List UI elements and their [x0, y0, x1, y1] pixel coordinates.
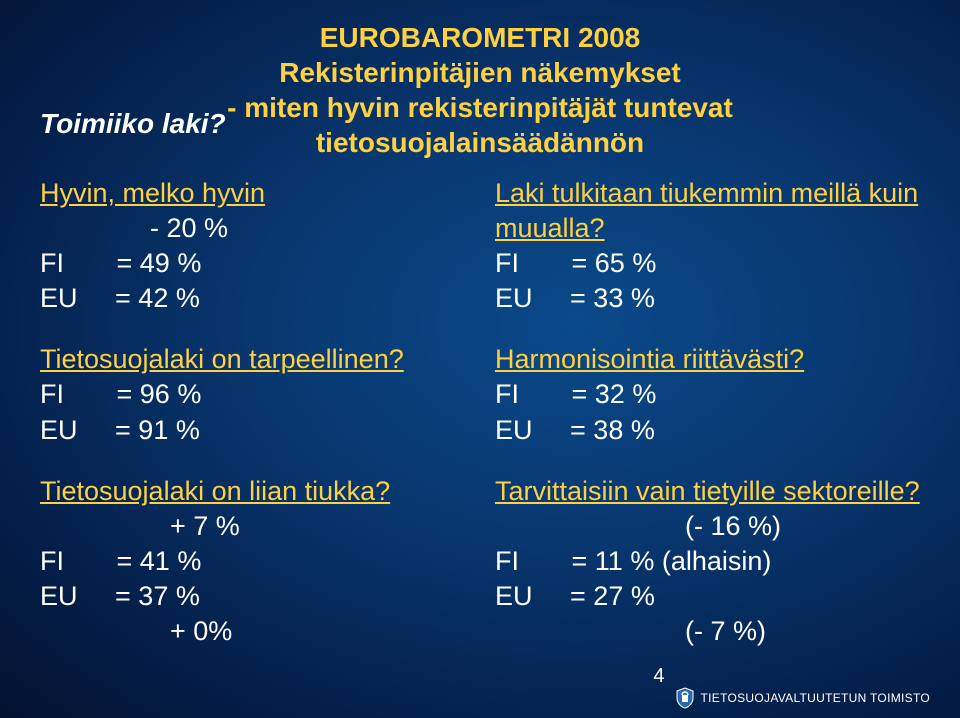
block3-left: Tietosuojalaki on liian tiukka? + 7 % FI… [40, 474, 465, 649]
block3-right-delta: (- 16 %) [495, 509, 920, 544]
block2-left-eu: EU = 91 % [40, 413, 465, 448]
block3-right-eu: EU = 27 % [495, 579, 920, 614]
block1-right: Laki tulkitaan tiukemmin meillä kuin muu… [495, 176, 920, 316]
block2-left: Tietosuojalaki on tarpeellinen? FI = 96 … [40, 342, 465, 447]
block3-left-fi: FI = 41 % [40, 544, 465, 579]
block2-right: Harmonisointia riittävästi? FI = 32 % EU… [495, 342, 920, 447]
block1-right-eu: EU = 33 % [495, 281, 920, 316]
block1-left-eu: EU = 42 % [40, 281, 465, 316]
block3-right: Tarvittaisiin vain tietyille sektoreille… [495, 474, 920, 649]
office-label: TIETOSUOJAVALTUUTETUN TOIMISTO [701, 691, 930, 705]
title-line-1: EUROBAROMETRI 2008 [40, 20, 920, 55]
block3-right-extra: (- 7 %) [495, 614, 920, 649]
block1: Hyvin, melko hyvin - 20 % FI = 49 % EU =… [40, 176, 920, 316]
block3-left-eu: EU = 37 % [40, 579, 465, 614]
block1-left: Hyvin, melko hyvin - 20 % FI = 49 % EU =… [40, 176, 465, 316]
block3-right-fi: FI = 11 % (alhaisin) [495, 544, 920, 579]
slide: EUROBAROMETRI 2008 Rekisterinpitäjien nä… [0, 0, 960, 718]
block2-right-fi: FI = 32 % [495, 377, 920, 412]
block2-right-eu: EU = 38 % [495, 413, 920, 448]
block3: Tietosuojalaki on liian tiukka? + 7 % FI… [40, 474, 920, 649]
block3-right-heading: Tarvittaisiin vain tietyille sektoreille… [495, 474, 920, 509]
block2-left-heading: Tietosuojalaki on tarpeellinen? [40, 342, 465, 377]
page-number: 4 [653, 665, 664, 688]
block3-left-heading: Tietosuojalaki on liian tiukka? [40, 474, 465, 509]
block2: Tietosuojalaki on tarpeellinen? FI = 96 … [40, 342, 920, 447]
block3-left-delta: + 7 % [40, 509, 465, 544]
title-line-2: Rekisterinpitäjien näkemykset [40, 55, 920, 90]
footer-right: TIETOSUOJAVALTUUTETUN TOIMISTO [673, 686, 930, 710]
footer: 4 TIETOSUOJAVALTUUTETUN TOIMISTO [653, 665, 930, 710]
block2-left-fi: FI = 96 % [40, 377, 465, 412]
shield-icon [673, 686, 697, 710]
block3-left-extra: + 0% [40, 614, 465, 649]
block1-right-heading: Laki tulkitaan tiukemmin meillä kuin muu… [495, 176, 920, 246]
block1-right-fi: FI = 65 % [495, 246, 920, 281]
block1-left-fi: FI = 49 % [40, 246, 465, 281]
block1-left-heading: Hyvin, melko hyvin [40, 176, 465, 211]
block1-left-delta: - 20 % [40, 211, 465, 246]
question-label: Toimiiko laki? [40, 108, 920, 140]
block2-right-heading: Harmonisointia riittävästi? [495, 342, 920, 377]
